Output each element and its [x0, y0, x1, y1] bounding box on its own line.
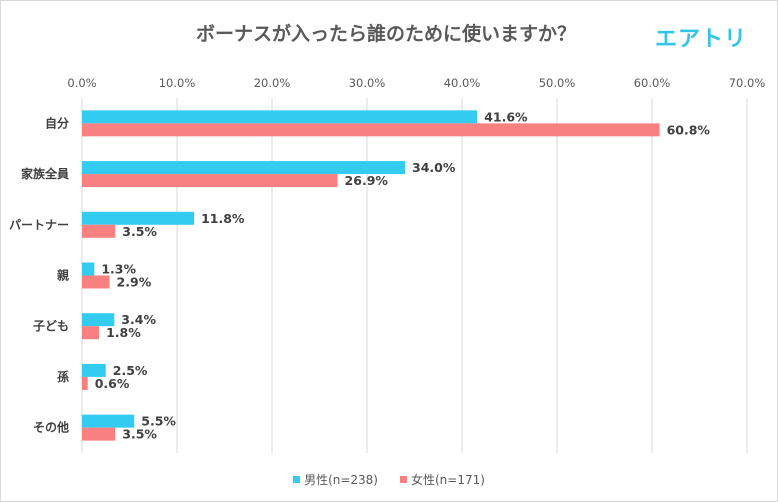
- data-label-male-5: 2.5%: [113, 363, 148, 378]
- bar-male-5: [82, 363, 106, 377]
- x-tick-label-2: 20.0%: [254, 76, 291, 90]
- bar-female-3: [82, 275, 110, 289]
- bar-female-0: [82, 123, 660, 137]
- x-tick-label-7: 70.0%: [729, 76, 766, 90]
- bar-male-4: [82, 313, 115, 327]
- category-label-4: 子ども: [33, 319, 69, 333]
- category-label-0: 自分: [45, 115, 69, 130]
- x-tick-label-6: 60.0%: [634, 76, 671, 90]
- data-label-male-3: 1.3%: [101, 262, 136, 277]
- data-label-male-1: 34.0%: [412, 160, 456, 175]
- legend: 男性(n=238) 女性(n=171): [1, 471, 777, 488]
- legend-item-male: 男性(n=238): [293, 471, 378, 488]
- category-label-6: その他: [33, 420, 69, 435]
- bar-female-5: [82, 376, 88, 390]
- bar-female-2: [82, 224, 116, 238]
- category-label-2: パートナー: [9, 218, 69, 232]
- data-label-male-4: 3.4%: [121, 312, 156, 327]
- category-label-3: 親: [57, 268, 69, 283]
- x-tick-label-1: 10.0%: [159, 76, 196, 90]
- data-label-female-0: 60.8%: [667, 122, 711, 137]
- legend-swatch-male: [293, 476, 301, 483]
- category-label-1: 家族全員: [21, 166, 69, 181]
- category-label-5: 孫: [57, 369, 69, 384]
- chart-title: ボーナスが入ったら誰のために使いますか？: [195, 23, 576, 45]
- data-label-male-2: 11.8%: [201, 211, 245, 226]
- bar-male-3: [82, 262, 95, 276]
- bar-chart: 0.0% 10.0% 20.0% 30.0% 40.0% 50.0% 60.0% 70.0% 自…: [9, 76, 766, 453]
- data-label-female-2: 3.5%: [122, 224, 157, 239]
- data-label-female-5: 0.6%: [95, 376, 130, 391]
- data-label-male-6: 5.5%: [141, 414, 176, 429]
- data-label-female-3: 2.9%: [117, 275, 152, 290]
- legend-label-female: 女性(n=171): [411, 473, 485, 487]
- data-label-female-1: 26.9%: [345, 173, 389, 188]
- bar-female-1: [82, 174, 338, 188]
- bar-male-6: [82, 414, 135, 428]
- x-tick-label-0: 0.0%: [67, 76, 96, 90]
- bar-male-0: [82, 110, 478, 124]
- legend-item-female: 女性(n=171): [400, 471, 485, 488]
- data-label-male-0: 41.6%: [484, 109, 528, 124]
- bar-male-2: [82, 211, 195, 225]
- data-label-female-6: 3.5%: [122, 427, 157, 442]
- x-tick-label-3: 30.0%: [349, 76, 386, 90]
- x-tick-label-5: 50.0%: [539, 76, 576, 90]
- bar-female-6: [82, 427, 116, 441]
- bar-female-4: [82, 326, 100, 340]
- legend-label-male: 男性(n=238): [304, 473, 378, 487]
- legend-swatch-female: [400, 476, 407, 483]
- brand-logo: エアトリ: [655, 27, 748, 52]
- data-label-female-4: 1.8%: [106, 325, 141, 340]
- x-tick-label-4: 40.0%: [444, 76, 481, 90]
- bar-male-1: [82, 161, 405, 175]
